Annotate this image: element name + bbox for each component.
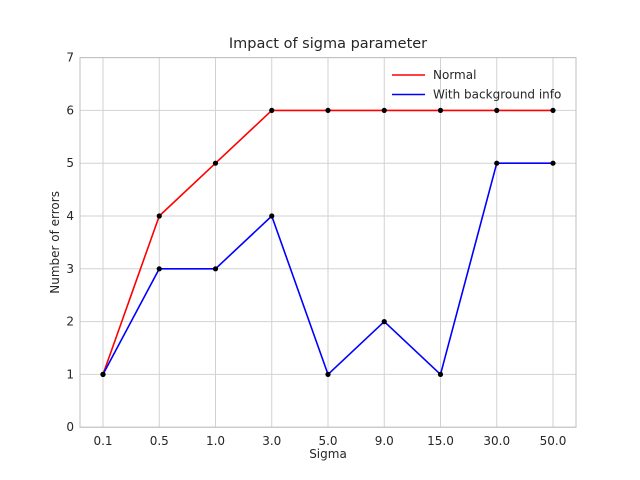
data-point-normal (269, 107, 275, 113)
data-point-normal (212, 160, 219, 166)
legend-label: With background info (433, 88, 561, 102)
y-tick-label: 1 (66, 367, 74, 381)
grid (80, 57, 576, 428)
y-tick-label: 7 (66, 51, 74, 65)
data-point-with-background-info (156, 266, 162, 272)
data-point-with-background-info (100, 371, 106, 377)
data-point-with-background-info (437, 371, 444, 377)
data-point-with-background-info (269, 213, 275, 219)
data-point-with-background-info (212, 266, 219, 272)
legend-label: Normal (433, 68, 476, 82)
data-point-normal (381, 107, 387, 113)
x-tick-label: 0.1 (93, 434, 112, 448)
data-point-with-background-info (381, 319, 387, 325)
y-axis-label: Number of errors (48, 191, 62, 294)
y-tick-label: 4 (66, 209, 74, 223)
x-axis-label: Sigma (309, 447, 347, 461)
markers-group (100, 107, 556, 377)
x-tick-labels: 0.1 0.5 1.0 3.0 5.0 9.0 15.0 30.0 50.0 (93, 434, 566, 448)
plot-frame (79, 57, 577, 428)
legend: Normal With background info (392, 68, 561, 102)
x-tick-label: 5.0 (318, 434, 337, 448)
x-tick-label: 0.5 (150, 434, 169, 448)
x-tick-label: 3.0 (262, 434, 281, 448)
data-point-normal (437, 107, 444, 113)
data-point-normal (325, 107, 331, 113)
data-point-normal (494, 107, 500, 113)
x-tick-label: 50.0 (540, 434, 567, 448)
x-tick-label: 30.0 (483, 434, 510, 448)
y-tick-label: 6 (66, 103, 74, 117)
x-tick-label: 9.0 (375, 434, 394, 448)
y-tick-label: 2 (66, 315, 74, 329)
y-tick-labels: 0 1 2 3 4 5 6 7 (66, 51, 74, 435)
data-point-with-background-info (494, 160, 500, 166)
chart-title: Impact of sigma parameter (229, 36, 427, 52)
y-tick-label: 3 (66, 262, 74, 276)
data-point-normal (550, 107, 556, 113)
y-tick-label: 0 (66, 420, 74, 434)
y-tick-label: 5 (66, 156, 74, 170)
x-tick-label: 1.0 (206, 434, 225, 448)
x-tick-label: 15.0 (427, 434, 454, 448)
data-point-normal (156, 213, 162, 219)
data-point-with-background-info (325, 371, 331, 377)
data-point-with-background-info (550, 160, 556, 166)
